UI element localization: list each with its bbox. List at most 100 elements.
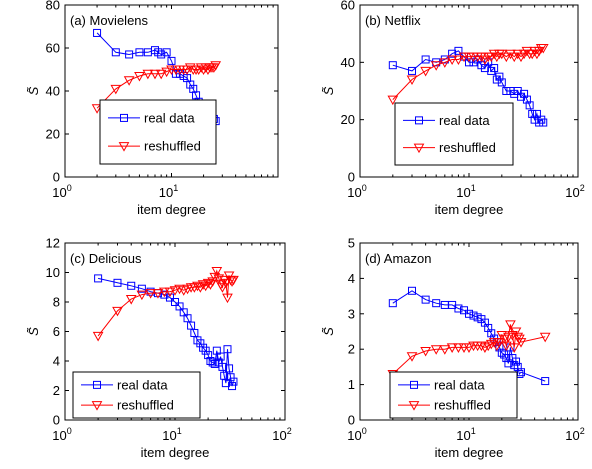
y-axis-label: S̃ [321,327,336,336]
data-point [149,69,161,80]
data-point [174,284,185,295]
data-point [420,66,431,77]
x-tick-label: 101 [456,183,475,200]
data-point [406,75,418,86]
data-point [221,379,230,388]
y-tick-label: 0 [348,413,355,428]
legend-box [99,99,217,165]
y-tick-label: 10 [46,265,60,280]
y-axis-label: S̃ [26,327,41,336]
data-point [502,87,511,95]
data-point [164,287,176,298]
series-reshuffled [91,61,222,114]
series-reshuffled [387,44,549,106]
data-point [125,50,134,59]
x-tick-label: 102 [272,426,291,443]
y-tick-label: 8 [53,295,60,310]
data-point [421,55,430,64]
data-point [508,343,520,353]
legend-box [72,371,201,419]
legend-label: reshuffled [434,398,491,413]
legend-label: reshuffled [144,139,201,154]
data-point [453,343,464,353]
x-axis-label: item degree [137,202,206,217]
data-point [123,76,135,86]
data-point [204,351,213,360]
data-point [113,278,122,287]
data-point [154,48,163,57]
data-point [497,348,506,357]
data-point [222,293,233,304]
data-point [539,332,551,343]
data-point [490,64,499,73]
data-point [134,71,145,82]
data-point [439,345,451,355]
data-point [508,52,520,63]
legend-marker [120,113,128,122]
series-line [392,50,544,124]
data-point [201,346,210,355]
data-point [541,377,550,386]
data-point [512,357,521,366]
series-reshuffled [92,267,239,342]
data-point [476,52,487,63]
data-point [502,354,511,363]
data-point [532,109,541,118]
data-point [217,283,228,293]
data-point [142,69,154,80]
y-tick-label: 20 [46,127,60,142]
legend-box [389,371,518,419]
data-point [210,61,222,71]
data-point [469,311,478,320]
data-point [192,91,201,100]
data-point [496,49,508,60]
series-reshuffled [387,320,551,380]
legend: real data reshuffled [99,99,217,165]
data-point [432,58,441,67]
legend-label: reshuffled [117,398,174,413]
data-point [505,320,516,330]
legend-label: real data [144,110,195,125]
data-point [135,48,144,57]
data-point [387,95,399,106]
data-point [492,75,501,84]
data-point [112,306,123,317]
data-point [463,343,475,353]
data-point [539,118,548,127]
y-tick-label: 4 [53,354,60,369]
data-point [228,275,239,286]
panel-title: (a) Movielens [70,13,149,28]
legend-marker [413,143,425,154]
data-point [189,283,200,293]
y-tick-label: 40 [46,84,60,99]
data-point [226,277,238,287]
data-point [197,280,209,290]
legend: real data reshuffled [72,371,201,419]
legend-marker [408,401,420,411]
data-point [92,331,104,342]
data-point [528,109,537,118]
data-point [497,78,506,87]
data-point [206,357,215,365]
data-point [537,44,549,54]
y-tick-label: 60 [341,0,355,13]
data-point [420,346,431,357]
x-tick-label: 100 [52,426,71,443]
data-point [465,309,473,318]
data-point [476,341,487,352]
data-point [522,95,531,104]
legend: real data reshuffled [389,371,518,419]
panel-1: 0 20 40 60 80 100 101 item degree S̃ (a) Movielen… [26,0,279,217]
data-point [440,55,449,64]
data-point [488,49,500,60]
data-point [127,281,136,290]
x-tick-label: 100 [347,426,366,443]
data-point [91,104,103,114]
data-point [209,272,221,283]
data-point [202,278,214,289]
data-point [505,49,516,60]
legend-label: real data [434,377,485,392]
y-tick-label: 2 [348,342,355,357]
data-point [487,66,496,75]
